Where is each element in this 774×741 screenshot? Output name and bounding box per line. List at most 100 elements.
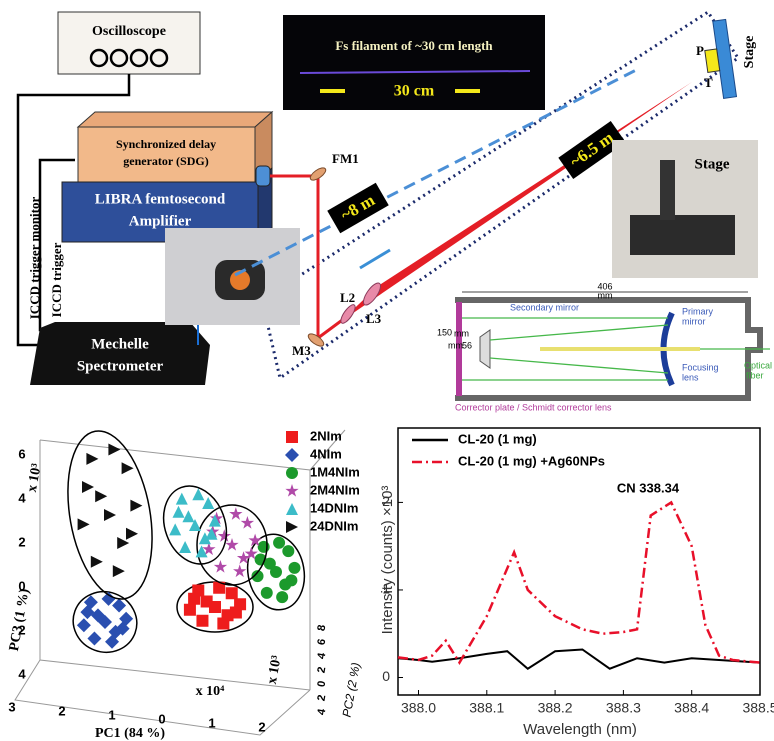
spectrometer	[30, 322, 210, 385]
pca-point	[78, 518, 90, 530]
y-tick-label: 2	[315, 694, 328, 702]
legend-marker	[286, 503, 298, 515]
pca-point	[184, 604, 196, 616]
pca-point	[202, 497, 214, 509]
x-tick-label: 1	[208, 715, 215, 730]
legend-label: 24DNIm	[310, 518, 358, 533]
label: Mechelle	[91, 336, 149, 352]
y-tick-label: 4	[315, 651, 328, 660]
label: lens	[682, 372, 699, 382]
pca-point	[222, 609, 234, 621]
y-tick-label: 0	[315, 680, 328, 688]
pca-point	[261, 587, 273, 599]
pca-point	[279, 579, 291, 591]
pca-point	[104, 509, 116, 521]
label: T	[704, 75, 713, 90]
pca-point	[196, 615, 208, 627]
label: Synchronized delay	[116, 137, 216, 151]
label: L3	[366, 311, 382, 326]
series-line	[398, 502, 760, 662]
pca-point	[218, 529, 231, 542]
legend-marker	[285, 484, 298, 497]
axis-scale: x 10³	[265, 655, 285, 686]
label: Secondary mirror	[510, 302, 579, 312]
pca-point	[229, 507, 242, 520]
legend-marker	[286, 431, 298, 443]
x-tick-label: 388.1	[469, 700, 504, 716]
label: 30 cm	[394, 83, 435, 100]
label: P	[696, 43, 704, 58]
stage-photo	[612, 140, 758, 278]
axis-title: PC2 (2 %)	[339, 661, 362, 718]
pca-point	[108, 444, 120, 456]
pca-point	[276, 591, 288, 603]
legend-label: 2M4NIm	[310, 482, 360, 497]
y-tick-label: 6	[315, 638, 328, 646]
pca-point	[91, 556, 103, 568]
x-tick-label: 388.2	[538, 700, 573, 716]
pca-point	[130, 500, 142, 512]
label: Corrector plate / Schmidt corrector lens	[455, 402, 612, 412]
pca-point	[258, 541, 270, 553]
photo-detail	[630, 215, 735, 255]
label: ICCD trigger monitor	[27, 197, 42, 320]
pca-point	[226, 587, 238, 599]
y-tick-label: 2	[382, 493, 390, 509]
z-tick-label: 4	[18, 490, 26, 505]
legend-label: 4NIm	[310, 446, 342, 461]
legend-label: CL-20 (1 mg) +Ag60NPs	[458, 453, 605, 468]
label: mirror	[682, 316, 706, 326]
pca-point	[113, 565, 125, 577]
label: FM1	[332, 151, 359, 166]
label: M3	[292, 343, 311, 358]
x-axis-title: Wavelength (nm)	[523, 721, 637, 738]
pca-point	[192, 585, 204, 597]
y-tick-label: 8	[315, 624, 328, 632]
pca-point	[176, 493, 188, 505]
pca-point	[77, 618, 91, 632]
x-tick-label: 388.5	[742, 700, 774, 716]
x-tick-label: 388.3	[606, 700, 641, 716]
pca-point	[201, 596, 213, 608]
pca-point	[87, 632, 101, 646]
photo-detail	[660, 160, 675, 220]
legend-marker	[286, 467, 298, 479]
x-tick-label: 1	[108, 707, 115, 722]
x-tick-label: 388.0	[401, 700, 436, 716]
x-tick-label: 0	[158, 711, 165, 726]
legend-label: CL-20 (1 mg)	[458, 431, 537, 446]
label: Focusing	[682, 362, 719, 372]
y-tick-label: 2	[315, 666, 328, 674]
z-tick-label: 2	[18, 622, 25, 637]
label: Primary	[682, 306, 713, 316]
label: mm	[448, 340, 463, 350]
pca-point	[264, 558, 276, 570]
lens	[338, 303, 357, 326]
pca-point	[214, 560, 227, 573]
y-tick-label: 1	[382, 581, 390, 597]
label: mm	[598, 290, 613, 300]
label: Oscilloscope	[92, 24, 166, 39]
label: L2	[340, 290, 355, 305]
z-tick-label: 2	[18, 534, 25, 549]
setup-diagram: Oscilloscope Synchronized delay generato…	[18, 12, 772, 412]
pca-point	[179, 541, 191, 553]
y-tick-label: 4	[315, 707, 328, 716]
x-tick-label: 2	[58, 703, 65, 718]
label: Stage	[742, 36, 757, 69]
pca-point	[95, 490, 107, 502]
x-tick-label: 388.4	[674, 700, 709, 716]
pca-point	[112, 599, 126, 613]
telescope	[455, 292, 770, 398]
label: LIBRA femtosecond	[95, 191, 226, 207]
pca-point	[182, 510, 194, 522]
figure: Oscilloscope Synchronized delay generato…	[0, 0, 774, 741]
pca-point	[288, 562, 300, 574]
axis-title: PC1 (84 %)	[95, 726, 165, 741]
pca-point	[169, 523, 181, 535]
legend-label: 1M4NIm	[310, 464, 360, 479]
pca-point	[102, 592, 116, 606]
label: Stage	[695, 156, 730, 172]
pca-point	[122, 462, 134, 474]
line-chart: Intensity (counts) ×10³ Wavelength (nm) …	[379, 428, 774, 738]
